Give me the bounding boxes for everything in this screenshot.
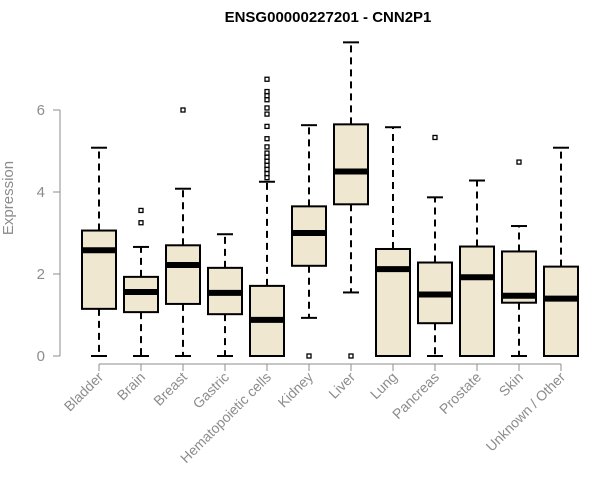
outlier-point — [306, 353, 312, 359]
box-series — [81, 41, 579, 359]
box-kidney — [291, 124, 327, 359]
x-tick-label: Pancreas — [389, 369, 442, 422]
box-bladder — [81, 146, 117, 357]
box-skin — [501, 159, 537, 357]
outlier-point — [264, 158, 270, 164]
outlier-point — [264, 105, 270, 111]
outlier-point — [264, 136, 270, 142]
box-gastric — [207, 233, 243, 357]
x-tick-label: Unknown / Other — [483, 369, 569, 455]
outlier-point — [264, 150, 270, 156]
iqr-box — [165, 244, 201, 305]
x-tick-label: Liver — [325, 369, 358, 402]
iqr-box — [291, 205, 327, 267]
y-tick-label: 6 — [37, 102, 45, 119]
outlier-point — [264, 76, 270, 82]
box-pancreas — [417, 134, 453, 357]
outlier-point — [264, 123, 270, 130]
outlier-point — [264, 93, 270, 99]
outlier-point — [264, 97, 270, 103]
y-tick-label: 4 — [37, 184, 45, 201]
iqr-box — [81, 229, 117, 310]
box-breast — [165, 107, 201, 357]
y-tick-label: 0 — [37, 348, 45, 365]
outlier-point — [138, 220, 144, 226]
y-axis-label: Expression — [0, 161, 17, 235]
box-liver — [333, 41, 369, 359]
iqr-box — [543, 265, 579, 357]
outlier-point — [264, 174, 270, 181]
box-brain — [123, 207, 159, 357]
box-hematopoietic-cells — [249, 76, 285, 358]
iqr-box — [459, 245, 495, 357]
y-axis: 0 2 4 6 — [37, 102, 61, 365]
outlier-point — [264, 154, 270, 160]
outlier-point — [516, 159, 522, 165]
outlier-point — [264, 88, 270, 95]
outlier-point — [348, 353, 354, 359]
x-tick-label: Skin — [496, 369, 527, 400]
box-lung — [375, 126, 411, 358]
x-tick-label: Prostate — [436, 369, 484, 417]
outlier-point — [264, 162, 270, 169]
outlier-point — [264, 170, 270, 177]
box-prostate — [459, 179, 495, 357]
outlier-point — [264, 144, 270, 150]
x-tick-label: Kidney — [275, 369, 317, 411]
x-tick-label: Bladder — [61, 369, 107, 415]
x-tick-label: Breast — [150, 369, 190, 409]
box-unknown-other — [543, 146, 579, 357]
y-tick-label: 2 — [37, 266, 45, 283]
chart-title: ENSG00000227201 - CNN2P1 — [225, 9, 432, 26]
iqr-box — [375, 247, 411, 358]
outlier-point — [264, 166, 270, 173]
outlier-point — [264, 111, 270, 117]
outlier-point — [432, 134, 438, 141]
iqr-box — [333, 123, 369, 206]
x-tick-label: Lung — [367, 369, 400, 402]
outlier-point — [180, 107, 186, 113]
outlier-point — [138, 207, 144, 214]
x-tick-label: Brain — [114, 369, 148, 403]
